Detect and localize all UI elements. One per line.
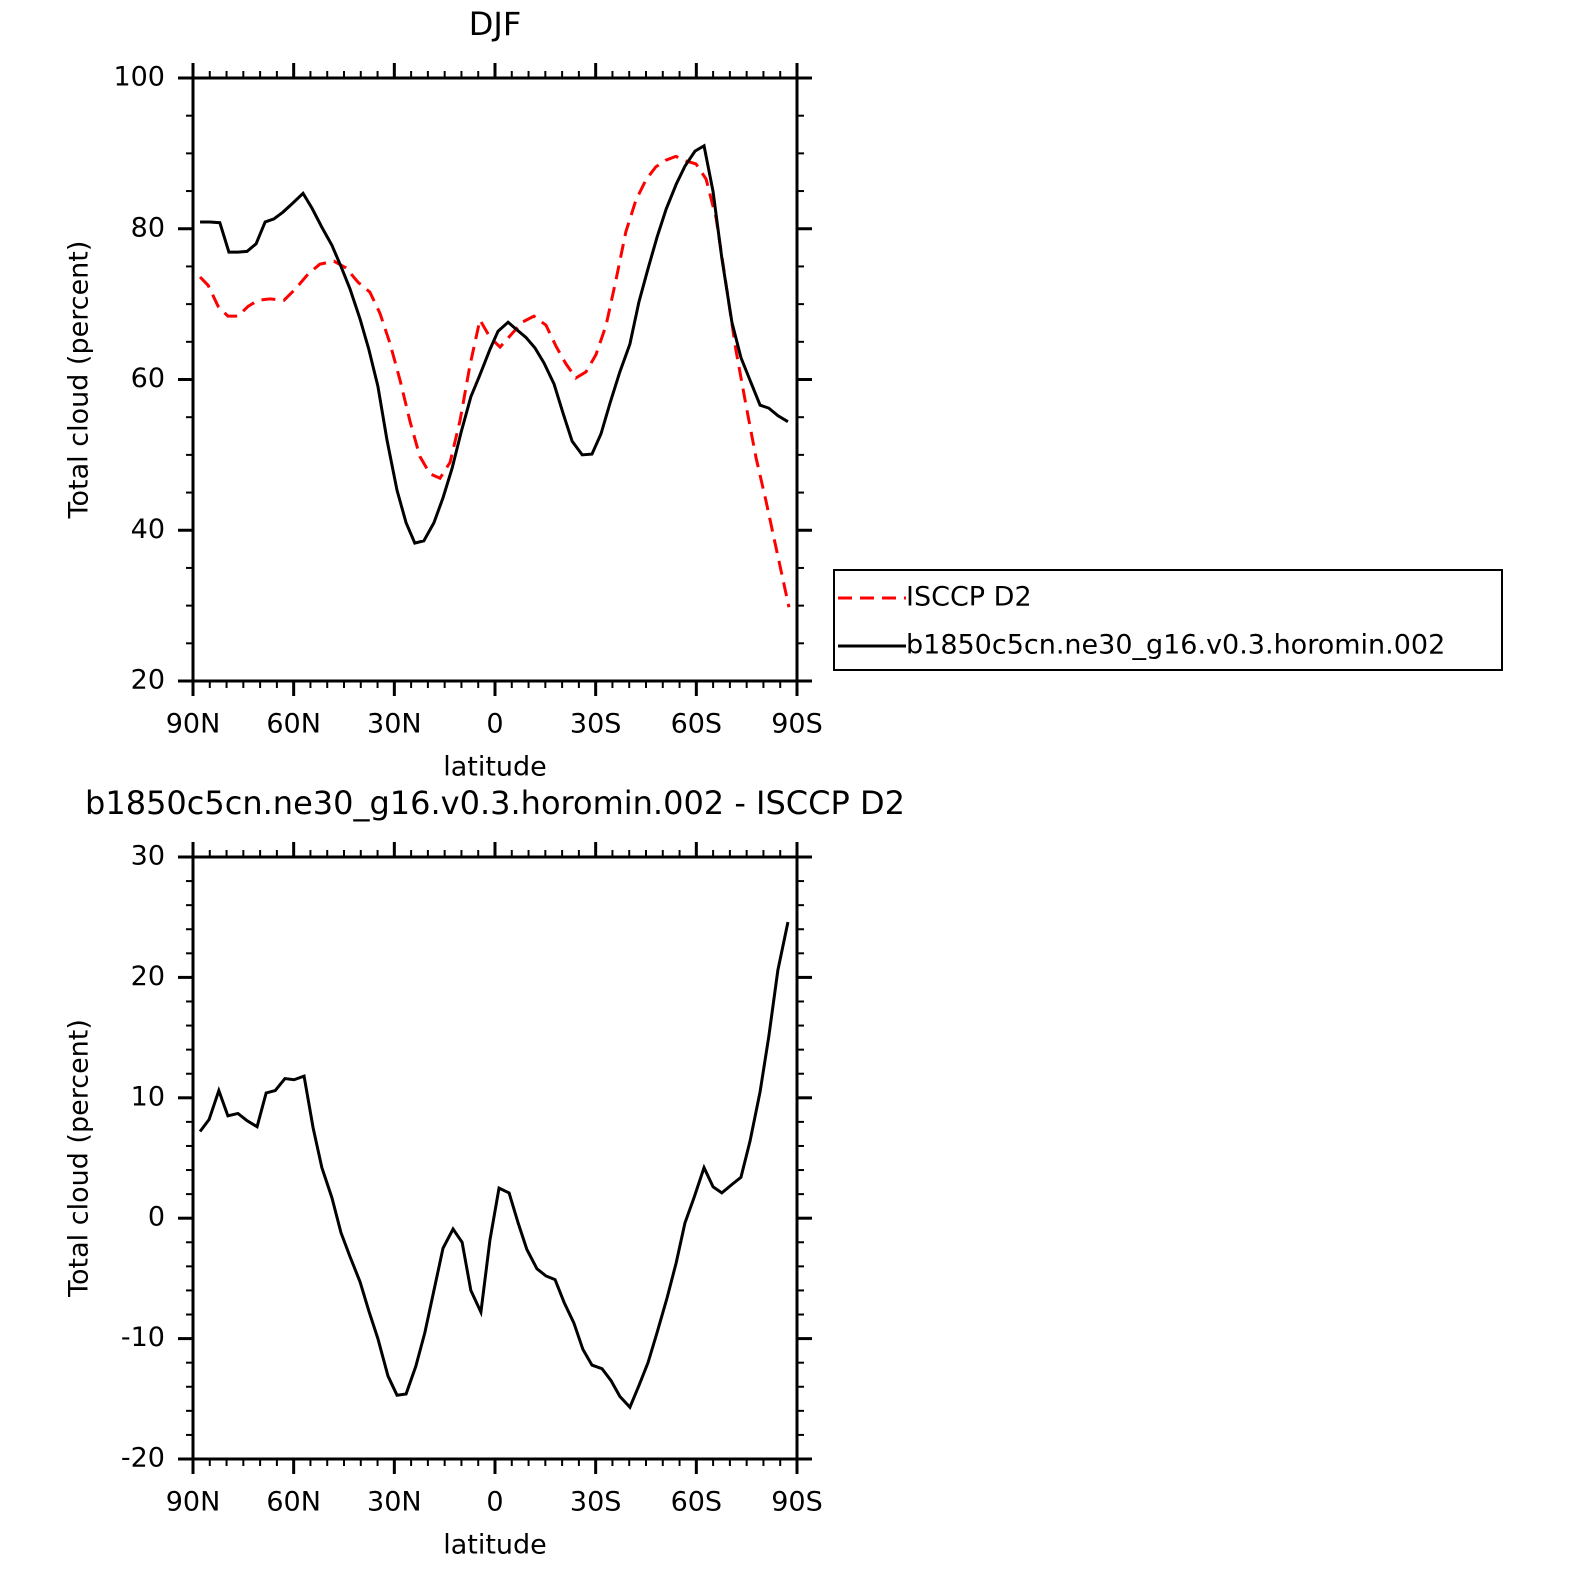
x-tick-label: 90S (771, 1487, 823, 1518)
y-tick-label: -10 (121, 1322, 165, 1353)
y-tick-label: 20 (131, 961, 165, 992)
y-axis-label: Total cloud (percent) (64, 1019, 95, 1298)
x-tick-label: 30N (367, 1487, 422, 1518)
y-tick-label: 40 (131, 514, 165, 545)
plot-frame (191, 855, 799, 1461)
x-tick-label: 60S (671, 709, 723, 740)
x-tick-label: 60N (266, 1487, 321, 1518)
legend-label: ISCCP D2 (906, 582, 1032, 613)
x-tick-label: 30N (367, 709, 422, 740)
y-tick-label: 30 (131, 841, 165, 872)
y-tick-label: 60 (131, 363, 165, 394)
y-tick-label: 10 (131, 1081, 165, 1112)
x-tick-label: 0 (486, 1487, 503, 1518)
x-tick-label: 30S (570, 1487, 622, 1518)
x-axis-label: latitude (443, 752, 547, 783)
data-line (200, 143, 789, 545)
legend-label: b1850c5cn.ne30_g16.v0.3.horomin.002 (906, 630, 1445, 661)
x-tick-label: 60S (671, 1487, 723, 1518)
x-tick-label: 90N (166, 1487, 221, 1518)
chart-title: b1850c5cn.ne30_g16.v0.3.horomin.002 - IS… (85, 784, 905, 822)
x-tick-label: 60N (266, 709, 321, 740)
legend-box (833, 569, 1503, 671)
x-tick-label: 30S (570, 709, 622, 740)
y-axis-label: Total cloud (percent) (64, 241, 95, 520)
x-tick-label: 90S (771, 709, 823, 740)
data-line (198, 921, 790, 1410)
x-tick-label: 90N (166, 709, 221, 740)
x-tick-label: 0 (486, 709, 503, 740)
y-tick-label: 100 (113, 62, 165, 93)
plot-frame (191, 76, 799, 683)
chart-title: DJF (469, 5, 521, 43)
x-axis-label: latitude (443, 1530, 547, 1561)
data-line (198, 154, 791, 608)
y-tick-label: -20 (121, 1443, 165, 1474)
y-tick-label: 20 (131, 665, 165, 696)
y-tick-label: 0 (148, 1202, 165, 1233)
y-tick-label: 80 (131, 212, 165, 243)
